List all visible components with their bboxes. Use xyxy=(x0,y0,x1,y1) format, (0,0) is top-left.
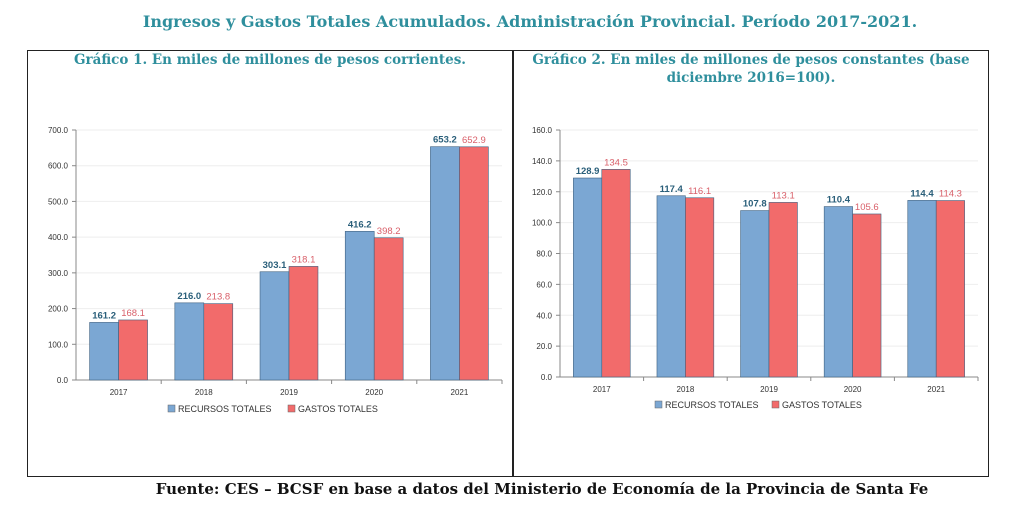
bar-recursos xyxy=(174,302,205,381)
bar-gastos xyxy=(373,237,404,381)
data-label: 213.8 xyxy=(206,292,230,303)
bar-recursos xyxy=(740,210,770,378)
charts-divider xyxy=(512,50,514,477)
data-label: 134.5 xyxy=(604,157,628,168)
data-label: 216.0 xyxy=(177,291,201,302)
charts-frame xyxy=(27,50,989,477)
data-label: 416.2 xyxy=(348,219,372,230)
y-tick-label: 160.0 xyxy=(532,126,553,135)
y-tick-label: 200.0 xyxy=(48,305,69,314)
chart2-title: Gráfico 2. En miles de millones de pesos… xyxy=(532,52,970,86)
x-tick-label: 2021 xyxy=(927,385,945,394)
data-label: 168.1 xyxy=(121,308,145,319)
bar-gastos xyxy=(203,303,234,381)
bar-gastos xyxy=(118,319,148,381)
data-label: 653.2 xyxy=(433,135,457,146)
data-label: 113.1 xyxy=(772,190,795,201)
y-tick-label: 300.0 xyxy=(48,269,69,278)
legend-label: GASTOS TOTALES xyxy=(782,400,862,410)
y-tick-label: 140.0 xyxy=(532,157,553,166)
bar-recursos xyxy=(430,146,460,381)
legend-swatch xyxy=(287,404,296,413)
bar-gastos xyxy=(459,146,489,381)
data-label: 318.1 xyxy=(292,254,316,265)
source-note: Fuente: CES – BCSF en base a datos del M… xyxy=(155,480,929,498)
x-tick-label: 2021 xyxy=(451,388,469,397)
x-tick-label: 2019 xyxy=(280,388,298,397)
bar-recursos xyxy=(656,195,686,378)
y-tick-label: 500.0 xyxy=(48,197,69,206)
bar-recursos xyxy=(344,231,375,381)
data-label: 117.4 xyxy=(660,184,684,195)
legend-label: GASTOS TOTALES xyxy=(298,404,378,414)
x-tick-label: 2020 xyxy=(844,385,862,394)
y-tick-label: 80.0 xyxy=(536,250,552,259)
x-tick-label: 2019 xyxy=(760,385,778,394)
data-label: 398.2 xyxy=(377,226,401,237)
bar-recursos xyxy=(907,200,937,378)
y-tick-label: 700.0 xyxy=(48,126,69,135)
data-label: 116.1 xyxy=(688,186,711,197)
y-tick-label: 600.0 xyxy=(48,162,69,171)
y-tick-label: 400.0 xyxy=(48,233,69,242)
bar-gastos xyxy=(768,202,798,378)
bar-gastos xyxy=(685,197,715,378)
data-label: 652.9 xyxy=(462,135,486,146)
legend-swatch xyxy=(771,400,780,409)
data-label: 110.4 xyxy=(827,195,851,206)
data-label: 128.9 xyxy=(576,166,600,177)
data-label: 107.8 xyxy=(743,199,767,210)
x-tick-label: 2017 xyxy=(110,388,128,397)
legend-swatch xyxy=(167,404,176,413)
legend-swatch xyxy=(654,400,663,409)
y-tick-label: 100.0 xyxy=(48,340,69,349)
y-tick-label: 40.0 xyxy=(536,311,552,320)
bar-recursos xyxy=(259,271,290,381)
bar-recursos xyxy=(573,177,603,378)
y-tick-label: 0.0 xyxy=(57,376,69,385)
y-tick-label: 100.0 xyxy=(532,219,553,228)
bar-recursos xyxy=(89,322,119,381)
data-label: 105.6 xyxy=(855,202,879,213)
x-tick-label: 2020 xyxy=(365,388,383,397)
bar-gastos xyxy=(601,169,631,378)
legend-label: RECURSOS TOTALES xyxy=(665,400,759,410)
x-tick-label: 2017 xyxy=(593,385,611,394)
main-title: Ingresos y Gastos Totales Acumulados. Ad… xyxy=(142,12,918,31)
y-tick-label: 20.0 xyxy=(536,342,552,351)
x-tick-label: 2018 xyxy=(195,388,213,397)
bar-gastos xyxy=(288,266,319,381)
data-label: 161.2 xyxy=(92,310,116,321)
bar-gastos xyxy=(935,200,965,378)
data-label: 114.3 xyxy=(939,189,962,200)
legend-label: RECURSOS TOTALES xyxy=(178,404,272,414)
y-tick-label: 60.0 xyxy=(536,280,552,289)
bar-recursos xyxy=(823,206,853,378)
data-label: 114.4 xyxy=(910,188,934,199)
y-tick-label: 0.0 xyxy=(541,373,553,382)
x-tick-label: 2018 xyxy=(677,385,695,394)
chart1-title: Gráfico 1. En miles de millones de pesos… xyxy=(73,52,467,68)
y-tick-label: 120.0 xyxy=(532,188,553,197)
bar-gastos xyxy=(852,213,882,378)
data-label: 303.1 xyxy=(263,260,287,271)
